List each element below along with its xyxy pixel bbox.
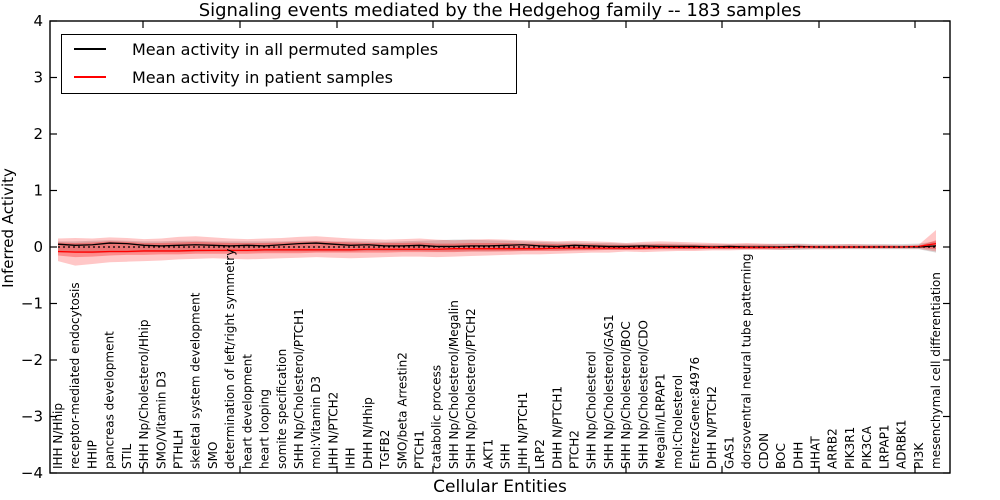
- y-tick-label: −2: [21, 351, 43, 369]
- x-category-label: SMO: [206, 442, 220, 469]
- x-category-label: mesenchymal cell differentiation: [929, 272, 943, 469]
- x-category-label: CDON: [757, 433, 771, 469]
- x-category-label: skeletal system development: [189, 292, 203, 469]
- x-category-label: mol:Cholesterol: [671, 375, 685, 469]
- x-axis-label: Cellular Entities: [433, 477, 567, 497]
- x-category-label: DHH N/Hhip: [361, 397, 375, 469]
- x-category-label: receptor-mediated endocytosis: [68, 282, 82, 469]
- x-category-label: catabolic process: [430, 365, 444, 469]
- legend-label: Mean activity in patient samples: [132, 67, 393, 87]
- x-category-label: SHH Np/Cholesterol: [585, 351, 599, 469]
- y-tick-label: 2: [33, 125, 43, 143]
- x-category-label: SHH Np/Cholesterol/GAS1: [602, 314, 616, 469]
- x-category-label: IHH: [344, 447, 358, 469]
- patient-line-sample: [74, 76, 106, 78]
- x-category-label: SHH Np/Cholesterol/Hhip: [137, 320, 151, 469]
- x-category-label: Megalin/LRPAP1: [654, 373, 668, 469]
- x-category-label: ARRB2: [826, 428, 840, 469]
- y-tick-label: 0: [33, 238, 43, 256]
- y-tick-label: −3: [21, 408, 43, 426]
- x-category-label: PI3K: [912, 442, 926, 469]
- x-category-label: TGFB2: [378, 430, 392, 470]
- x-category-label: SHH Np/Cholesterol/BOC: [619, 321, 633, 469]
- x-category-label: heart development: [240, 354, 254, 469]
- x-category-label: somite specification: [275, 349, 289, 469]
- x-category-label: STIL: [120, 444, 134, 469]
- x-category-label: LRPAP1: [877, 424, 891, 469]
- x-category-label: mol:Vitamin D3: [309, 376, 323, 469]
- x-category-label: GAS1: [722, 436, 736, 469]
- x-category-label: SHH: [499, 443, 513, 469]
- y-tick-label: −4: [21, 464, 43, 482]
- x-category-label: IHH N/PTCH2: [326, 392, 340, 469]
- x-category-label: SHH Np/Cholesterol/PTCH2: [464, 308, 478, 469]
- x-category-label: SHH Np/Cholesterol/CDO: [636, 320, 650, 469]
- patient-std-band-outer: [58, 230, 936, 266]
- x-category-label: HHIP: [85, 440, 99, 469]
- x-category-label: SMO/Vitamin D3: [154, 371, 168, 469]
- x-category-label: BOC: [774, 443, 788, 469]
- x-category-label: determination of left/right symmetry: [223, 249, 237, 469]
- y-tick-label: 3: [33, 69, 43, 87]
- y-tick-label: 1: [33, 182, 43, 200]
- x-category-label: SHH Np/Cholesterol/Megalin: [447, 300, 461, 469]
- legend-item-permuted: Mean activity in all permuted samples: [62, 35, 516, 63]
- x-category-label: DHH N/PTCH2: [705, 386, 719, 469]
- x-category-label: dorsoventral neural tube patterning: [740, 253, 754, 469]
- legend: Mean activity in all permuted samples Me…: [61, 34, 517, 94]
- legend-label: Mean activity in all permuted samples: [132, 39, 439, 59]
- y-tick-label: −1: [21, 295, 43, 313]
- x-category-label: LRP2: [533, 439, 547, 469]
- x-category-label: ADRBK1: [895, 419, 909, 469]
- x-category-label: PTCH1: [413, 430, 427, 469]
- x-category-label: PTCH2: [567, 430, 581, 469]
- x-category-label: HHAT: [808, 436, 822, 469]
- chart-title: Signaling events mediated by the Hedgeho…: [198, 0, 802, 21]
- x-category-label: DHH: [791, 442, 805, 469]
- x-category-label: IHH N/Hhip: [51, 403, 65, 469]
- legend-item-patient: Mean activity in patient samples: [62, 63, 516, 91]
- y-axis-label: Inferred Activity: [0, 168, 17, 288]
- permuted-line-sample: [74, 48, 106, 50]
- x-category-label: EntrezGene:84976: [688, 357, 702, 469]
- x-category-label: PTHLH: [172, 430, 186, 469]
- x-category-label: PIK3R1: [843, 427, 857, 469]
- x-category-label: PIK3CA: [860, 425, 874, 469]
- x-category-label: DHH N/PTCH1: [550, 386, 564, 469]
- x-category-label: AKT1: [481, 439, 495, 469]
- y-tick-label: 4: [33, 12, 43, 30]
- x-category-label: heart looping: [258, 389, 272, 469]
- x-category-label: IHH N/PTCH1: [516, 392, 530, 469]
- x-category-label: SMO/beta Arrestin2: [395, 352, 409, 469]
- x-category-label: pancreas development: [103, 331, 117, 469]
- x-category-label: SHH Np/Cholesterol/PTCH1: [292, 308, 306, 469]
